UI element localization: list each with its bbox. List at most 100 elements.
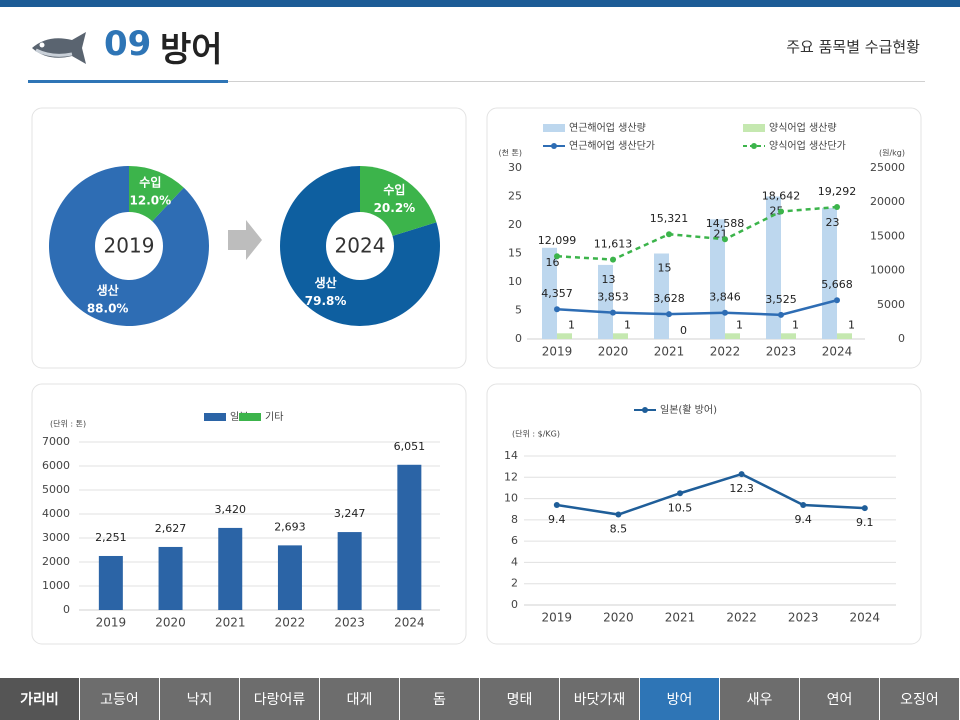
fish-icon	[32, 32, 86, 64]
x-tick-label: 2020	[598, 345, 629, 359]
line	[556, 205, 838, 261]
x-tick-label: 2021	[654, 345, 685, 359]
bar	[218, 527, 243, 610]
nav-tab[interactable]: 바닷가재	[560, 678, 640, 720]
data-label: 23	[826, 216, 840, 229]
nav-tab[interactable]: 대게	[320, 678, 400, 720]
y2-tick-label: 25000	[870, 161, 905, 174]
y-tick-label: 7000	[42, 435, 70, 448]
nav-tab[interactable]: 오징어	[880, 678, 960, 720]
donut-center: 2019	[104, 234, 155, 258]
slice-value: 88.0%	[87, 301, 129, 315]
nav-tab[interactable]: 가리비	[0, 678, 80, 720]
data-label: 3,420	[215, 503, 247, 516]
data-label: 2,693	[274, 520, 306, 533]
data-label: 1	[624, 318, 631, 331]
point	[554, 306, 560, 313]
y-tick-label: 6	[511, 534, 518, 547]
bar	[98, 555, 123, 610]
point	[861, 505, 868, 512]
y-unit: (단위 : 톤)	[50, 419, 86, 429]
y-tick-label: 3000	[42, 531, 70, 544]
legend-marker	[642, 407, 648, 413]
data-label: 14,588	[706, 217, 745, 230]
x-tick-label: 2024	[822, 345, 853, 359]
nav-tab[interactable]: 연어	[800, 678, 880, 720]
subtitle: 주요 품목별 수급현황	[786, 38, 920, 56]
data-label: 3,628	[653, 292, 685, 305]
bar	[781, 333, 796, 339]
data-label: 6,051	[394, 440, 426, 453]
data-label: 3,846	[709, 291, 741, 304]
point	[666, 311, 672, 318]
x-tick-label: 2024	[394, 616, 425, 630]
x-tick-label: 2019	[96, 616, 127, 630]
data-label: 1	[736, 318, 743, 331]
data-label: 19,292	[818, 185, 857, 198]
legend-label: 양식어업 생산량	[769, 121, 837, 134]
x-tick-label: 2023	[766, 345, 797, 359]
point	[677, 490, 683, 497]
slice-label: 수입	[383, 183, 405, 197]
point	[722, 236, 728, 243]
bar	[654, 253, 669, 339]
line	[556, 299, 838, 317]
data-label: 3,853	[597, 291, 629, 304]
x-tick-label: 2022	[275, 616, 306, 630]
y-tick-label: 1000	[42, 579, 70, 592]
x-tick-label: 2019	[542, 345, 573, 359]
nav-tab[interactable]: 새우	[720, 678, 800, 720]
data-label: 9.4	[548, 513, 566, 526]
legend-label: 연근해어업 생산단가	[569, 139, 655, 152]
nav-tab[interactable]: 방어	[640, 678, 720, 720]
data-label: 10.5	[668, 501, 693, 514]
nav-tab[interactable]: 낙지	[160, 678, 240, 720]
y-tick-label: 0	[511, 598, 518, 611]
bar	[277, 545, 302, 610]
bar	[158, 546, 183, 610]
y-tick-label: 5000	[42, 483, 70, 496]
x-tick-label: 2020	[155, 616, 186, 630]
nav-tab[interactable]: 명태	[480, 678, 560, 720]
bar	[613, 333, 628, 339]
data-label: 3,525	[765, 293, 797, 306]
nav-tab[interactable]: 돔	[400, 678, 480, 720]
legend-marker	[551, 143, 557, 149]
x-tick-label: 2021	[665, 611, 696, 625]
point	[778, 311, 784, 318]
nav-tab[interactable]: 다랑어류	[240, 678, 320, 720]
panel	[486, 107, 922, 369]
data-label: 9.4	[794, 513, 812, 526]
slice-value: 20.2%	[374, 201, 416, 215]
donut-hole	[326, 212, 394, 280]
y-tick-label: 25	[508, 190, 522, 203]
nav-tab[interactable]: 고등어	[80, 678, 160, 720]
data-label: 0	[680, 324, 687, 337]
y2-tick-label: 15000	[870, 229, 905, 242]
data-label: 5,668	[821, 278, 853, 291]
data-label: 8.5	[610, 523, 628, 536]
charts: 생산88.0%수입12.0%2019생산79.8%수입20.2%20240510…	[31, 107, 922, 645]
bar	[598, 264, 613, 339]
y-tick-label: 10	[504, 492, 518, 505]
donut-center: 2024	[335, 234, 386, 258]
point	[800, 501, 807, 508]
data-label: 15	[658, 262, 672, 275]
point	[554, 253, 560, 260]
bar	[397, 464, 422, 610]
y-tick-label: 5	[515, 304, 522, 317]
x-tick-label: 2022	[726, 611, 757, 625]
data-label: 9.1	[856, 516, 874, 529]
y-unit: (천 톤)	[498, 148, 522, 158]
data-label: 11,613	[594, 238, 633, 251]
bar	[837, 333, 852, 339]
x-tick-label: 2019	[542, 611, 573, 625]
y-tick-label: 2	[511, 577, 518, 590]
bar	[822, 207, 837, 339]
divider	[28, 81, 925, 82]
legend-swatch	[239, 413, 261, 421]
bar	[725, 333, 740, 339]
y-tick-label: 14	[504, 449, 518, 462]
legend-label: 기타	[265, 411, 283, 423]
data-label: 1	[848, 318, 855, 331]
